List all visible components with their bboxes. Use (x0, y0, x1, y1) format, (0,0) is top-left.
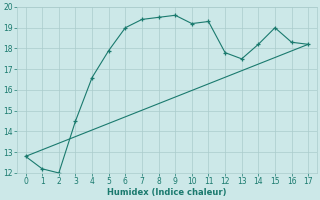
X-axis label: Humidex (Indice chaleur): Humidex (Indice chaleur) (107, 188, 227, 197)
